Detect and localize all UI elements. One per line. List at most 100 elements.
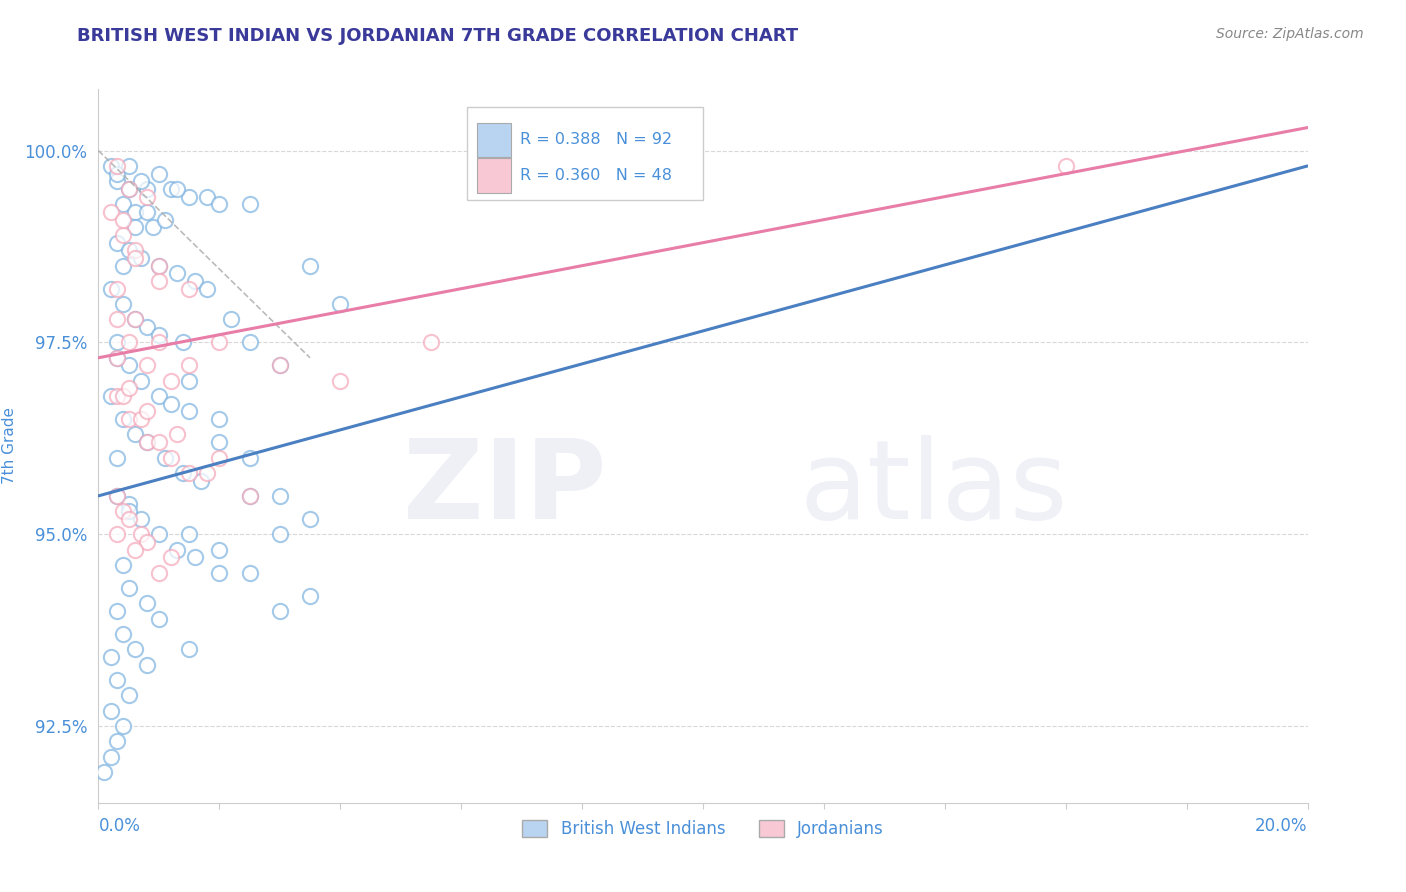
Point bbox=[111, 227, 134, 242]
Point bbox=[329, 374, 352, 388]
Point bbox=[329, 297, 352, 311]
Point bbox=[179, 374, 201, 388]
Point bbox=[148, 335, 170, 350]
Point bbox=[135, 205, 157, 219]
Point bbox=[239, 489, 262, 503]
Point bbox=[208, 335, 231, 350]
Point bbox=[166, 427, 188, 442]
Point bbox=[129, 174, 152, 188]
Point bbox=[179, 642, 201, 657]
Point bbox=[135, 189, 157, 203]
Point bbox=[153, 450, 176, 465]
Text: Source: ZipAtlas.com: Source: ZipAtlas.com bbox=[1216, 27, 1364, 41]
Point bbox=[100, 650, 122, 665]
Point bbox=[129, 527, 152, 541]
Point bbox=[148, 259, 170, 273]
Point bbox=[100, 282, 122, 296]
Point bbox=[148, 327, 170, 342]
Point bbox=[135, 435, 157, 450]
Point bbox=[105, 312, 128, 326]
Point bbox=[105, 734, 128, 748]
Point bbox=[124, 312, 146, 326]
Point bbox=[105, 489, 128, 503]
Point bbox=[118, 182, 141, 196]
Point bbox=[195, 466, 218, 480]
Point bbox=[195, 282, 218, 296]
Point bbox=[179, 282, 201, 296]
Point bbox=[239, 335, 262, 350]
Point bbox=[135, 657, 157, 672]
Point bbox=[111, 558, 134, 572]
Point bbox=[129, 412, 152, 426]
Point bbox=[105, 527, 128, 541]
Point bbox=[208, 412, 231, 426]
Point bbox=[179, 527, 201, 541]
Point bbox=[239, 450, 262, 465]
Point bbox=[111, 627, 134, 641]
Point bbox=[269, 527, 291, 541]
Point bbox=[148, 566, 170, 580]
Text: R = 0.360   N = 48: R = 0.360 N = 48 bbox=[520, 168, 672, 183]
Point bbox=[179, 404, 201, 418]
Point bbox=[420, 335, 443, 350]
Text: ZIP: ZIP bbox=[404, 435, 606, 542]
Point bbox=[160, 374, 183, 388]
Point bbox=[208, 566, 231, 580]
Point bbox=[105, 450, 128, 465]
FancyBboxPatch shape bbox=[467, 107, 703, 200]
Point bbox=[111, 412, 134, 426]
Point bbox=[153, 212, 176, 227]
Point bbox=[208, 435, 231, 450]
Point bbox=[179, 466, 201, 480]
Point bbox=[239, 489, 262, 503]
Point bbox=[100, 205, 122, 219]
Point bbox=[118, 581, 141, 595]
Point bbox=[160, 550, 183, 565]
Point bbox=[172, 466, 194, 480]
Point bbox=[221, 312, 243, 326]
Point bbox=[148, 612, 170, 626]
Point bbox=[118, 497, 141, 511]
Point bbox=[190, 474, 212, 488]
Point bbox=[160, 182, 183, 196]
Point bbox=[105, 174, 128, 188]
Point bbox=[166, 542, 188, 557]
Point bbox=[124, 427, 146, 442]
Point bbox=[135, 182, 157, 196]
Point bbox=[135, 435, 157, 450]
Point bbox=[111, 212, 134, 227]
Point bbox=[111, 719, 134, 733]
Point bbox=[111, 297, 134, 311]
Point bbox=[184, 550, 207, 565]
Point bbox=[239, 197, 262, 211]
Point bbox=[105, 167, 128, 181]
Point bbox=[184, 274, 207, 288]
Point bbox=[166, 182, 188, 196]
Point bbox=[208, 197, 231, 211]
Point bbox=[118, 244, 141, 258]
Text: 20.0%: 20.0% bbox=[1256, 816, 1308, 835]
Point bbox=[129, 374, 152, 388]
Point bbox=[111, 259, 134, 273]
Point bbox=[124, 251, 146, 265]
Point bbox=[166, 266, 188, 280]
Point bbox=[179, 189, 201, 203]
Point bbox=[105, 489, 128, 503]
Point bbox=[124, 542, 146, 557]
Point bbox=[269, 489, 291, 503]
Point bbox=[100, 159, 122, 173]
Point bbox=[299, 512, 322, 526]
Point bbox=[160, 397, 183, 411]
Text: R = 0.388   N = 92: R = 0.388 N = 92 bbox=[520, 132, 672, 147]
Point bbox=[100, 704, 122, 718]
Point bbox=[135, 359, 157, 373]
Point bbox=[208, 450, 231, 465]
Point bbox=[124, 220, 146, 235]
Point bbox=[179, 359, 201, 373]
Point bbox=[239, 566, 262, 580]
Point bbox=[111, 389, 134, 403]
Point bbox=[299, 589, 322, 603]
Text: atlas: atlas bbox=[800, 435, 1069, 542]
Point bbox=[100, 749, 122, 764]
Point bbox=[135, 596, 157, 610]
